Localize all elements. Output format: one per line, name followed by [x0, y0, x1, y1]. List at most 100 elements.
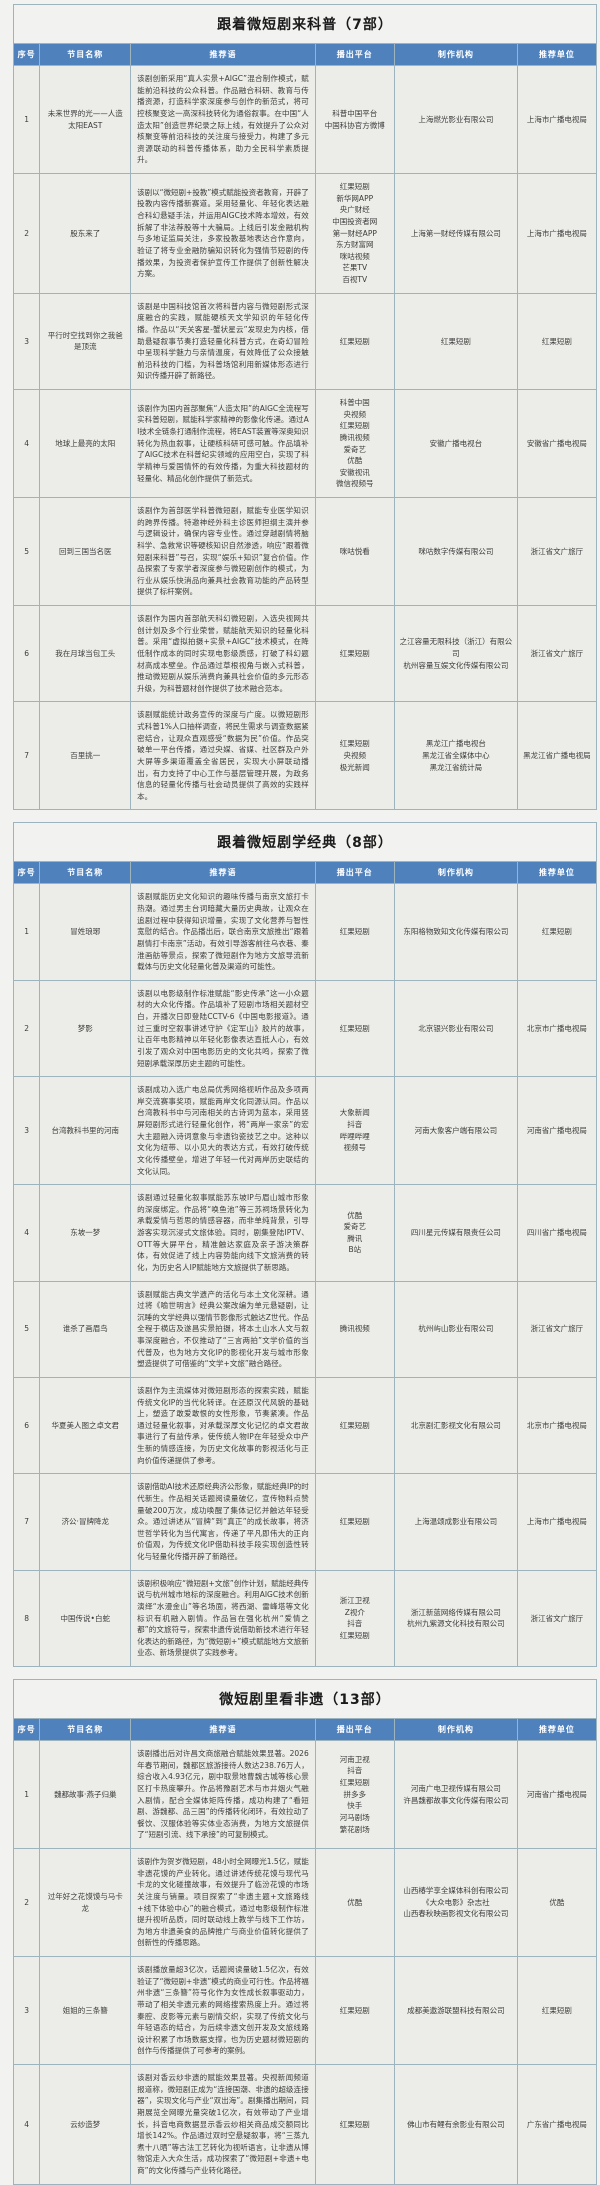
column-header-producer: 制作机构 — [393, 1718, 518, 1741]
cell-platform: 腾讯视频 — [314, 1280, 395, 1378]
column-header-recommender: 推荐单位 — [516, 861, 598, 885]
cell-producer: 上海燃光影业有限公司 — [393, 65, 518, 174]
cell-recommendation: 该剧赋能统计政务宣传的深度与广度。以微短剧形式科普1%人口抽样调查，将民生需求与… — [130, 701, 316, 811]
cell-number: 6 — [12, 1376, 41, 1475]
section-table-1: 跟着微短剧来科普（7部） 序号 节目名称 推荐语 播出平台 制作机构 推荐单位 1 未来世界的光… — [12, 4, 598, 811]
cell-producer: 咪咕数字传媒有限公司 — [393, 497, 518, 606]
column-header-rec: 推荐语 — [130, 861, 316, 885]
cell-recommendation: 该剧播出后对许昌文商旅融合赋能效果显著。2026年春节期间，魏都区旅游接待人数达… — [130, 1740, 316, 1849]
cell-number: 8 — [12, 1569, 41, 1668]
table-row: 5 谁杀了画眉鸟 该剧赋能古典文学遗产的活化与本土文化深耕。通过将《喻世明言》经典公… — [12, 1280, 598, 1378]
cell-number: 1 — [12, 883, 41, 981]
cell-number: 7 — [12, 1473, 41, 1571]
table-row: 4 东坡一梦 该剧通过轻量化叙事赋能苏东坡IP与眉山城市形象的深度绑定。作品将“唤鱼… — [12, 1184, 598, 1282]
cell-number: 4 — [12, 1184, 41, 1282]
cell-number: 5 — [12, 497, 41, 606]
column-header-producer: 制作机构 — [393, 43, 518, 66]
cell-recommender: 红果短剧 — [516, 292, 598, 391]
section-table-2: 跟着微短剧学经典（8部） 序号 节目名称 推荐语 播出平台 制作机构 推荐单位 1 冒姓琅琊 该剧… — [12, 822, 598, 1668]
table-row: 1 冒姓琅琊 该剧赋能历史文化知识的趣味传播与南京文旅打卡热潮。通过男主台词暗藏大量… — [12, 883, 598, 981]
cell-producer: 黑龙江广播电视台 黑龙江省全媒体中心 黑龙江省统计局 — [393, 701, 518, 811]
cell-program-name: 地球上最亮的太阳 — [39, 389, 132, 498]
cell-number: 1 — [12, 1740, 41, 1849]
table-row: 5 回到三国当名医 该剧作为首部医学科普微短剧，赋能专业医学知识的跨界传播。特邀神经… — [12, 497, 598, 606]
table-row: 4 云纱造梦 该剧对香云纱非遗的赋能效果显著。央视新闻频道报道称，微短剧正成为“连接… — [12, 2064, 598, 2185]
cell-recommender: 上海市广播电视局 — [516, 65, 598, 174]
cell-program-name: 魏都故事·燕子归巢 — [39, 1740, 132, 1849]
cell-program-name: 股东来了 — [39, 173, 132, 294]
table-row: 1 魏都故事·燕子归巢 该剧播出后对许昌文商旅融合赋能效果显著。2026年春节期间，… — [12, 1740, 598, 1849]
cell-program-name: 云纱造梦 — [39, 2064, 132, 2185]
cell-recommender: 北京市广播电视局 — [516, 1376, 598, 1475]
cell-recommender: 浙江省文广旅厅 — [516, 1280, 598, 1378]
cell-number: 2 — [12, 173, 41, 294]
section-title: 跟着微短剧学经典（8部） — [13, 822, 597, 863]
section-table-3: 微短剧里看非遗（13部） 序号 节目名称 推荐语 播出平台 制作机构 推荐单位 1 魏都故事·燕… — [12, 1679, 598, 2185]
cell-number: 2 — [12, 1848, 41, 1957]
cell-recommendation: 该剧以“微短剧+投教”模式赋能投资者教育，开辟了投教内容传播新赛道。采用轻量化、… — [130, 173, 316, 294]
cell-recommender: 上海市广播电视局 — [516, 173, 598, 294]
cell-program-name: 中国传说•白蛇 — [39, 1569, 132, 1668]
cell-recommendation: 该剧作为首部医学科普微短剧，赋能专业医学知识的跨界传播。特邀神经外科主诊医师担纲… — [130, 497, 316, 606]
column-header-recommender: 推荐单位 — [516, 1718, 598, 1741]
table-row: 3 姐姐的三条簪 该剧播放量超3亿次，话题阅读量破1.5亿次，有效验证了“微短剧+非… — [12, 1956, 598, 2065]
cell-program-name: 东坡一梦 — [39, 1184, 132, 1282]
cell-recommender: 四川省广播电视局 — [516, 1184, 598, 1282]
cell-program-name: 百里挑一 — [39, 701, 132, 811]
cell-program-name: 姐姐的三条簪 — [39, 1956, 132, 2065]
cell-program-name: 济公·冒牌降龙 — [39, 1473, 132, 1571]
cell-program-name: 平行时空找到你之我爸是顶流 — [39, 292, 132, 391]
cell-recommender: 浙江省文广旅厅 — [516, 604, 598, 703]
cell-program-name: 谁杀了画眉鸟 — [39, 1280, 132, 1378]
cell-number: 3 — [12, 292, 41, 391]
cell-recommender: 优酷 — [516, 1848, 598, 1957]
cell-producer: 成都美遨游联盟科技有限公司 — [393, 1956, 518, 2065]
cell-recommender: 河南省广播电视局 — [516, 1076, 598, 1186]
cell-producer: 浙江新蓝网络传媒有限公司 杭州九紫源文化科技有限公司 — [393, 1569, 518, 1668]
cell-platform: 大象新闻 抖音 哔哩哔哩 视频号 — [314, 1076, 395, 1186]
tables-container: 跟着微短剧来科普（7部） 序号 节目名称 推荐语 播出平台 制作机构 推荐单位 1 未来世界的光… — [12, 4, 598, 2185]
cell-platform: 优酷 爱奇艺 腾讯 B站 — [314, 1184, 395, 1282]
cell-producer: 河南大象客户端有限公司 — [393, 1076, 518, 1186]
cell-recommendation: 该剧作为主流媒体对微短剧形态的探索实践，赋能传统文化IP的当代化转译。在还原汉代… — [130, 1376, 316, 1475]
cell-producer: 之江容量无限科技（浙江）有限公司 杭州容量互娱文化传媒有限公司 — [393, 604, 518, 703]
cell-recommender: 河南省广播电视局 — [516, 1740, 598, 1849]
table-row: 2 股东来了 该剧以“微短剧+投教”模式赋能投资者教育，开辟了投教内容传播新赛道。采… — [12, 173, 598, 294]
cell-platform: 红果短剧 新华网APP 央广财经 中国投资者网 第一财经APP 东方财富网 咪咕… — [314, 173, 395, 294]
cell-recommendation: 该剧是中国科技馆首次将科普内容与微短剧形式深度融合的实践，赋能硬核天文学知识的年… — [130, 292, 316, 391]
column-header-name: 节目名称 — [39, 861, 132, 885]
cell-program-name: 我在月球当包工头 — [39, 604, 132, 703]
cell-number: 3 — [12, 1076, 41, 1186]
cell-platform: 优酷 — [314, 1848, 395, 1957]
table-row: 6 华夏美人图之卓文君 该剧作为主流媒体对微短剧形态的探索实践，赋能传统文化IP的当… — [12, 1376, 598, 1475]
cell-recommender: 上海市广播电视局 — [516, 1473, 598, 1571]
cell-producer: 杭州屿山影业有限公司 — [393, 1280, 518, 1378]
column-header-producer: 制作机构 — [393, 861, 518, 885]
table-row: 3 平行时空找到你之我爸是顶流 该剧是中国科技馆首次将科普内容与微短剧形式深度融合的… — [12, 292, 598, 391]
cell-program-name: 过年好之花馍馍与马卡龙 — [39, 1848, 132, 1957]
column-header-no: 序号 — [12, 1718, 41, 1741]
cell-producer: 安徽广播电视台 — [393, 389, 518, 498]
column-header-no: 序号 — [12, 43, 41, 66]
cell-producer: 北京剧汇影视文化有限公司 — [393, 1376, 518, 1475]
cell-recommendation: 该剧通过轻量化叙事赋能苏东坡IP与眉山城市形象的深度绑定。作品将“唤鱼池”等三苏… — [130, 1184, 316, 1282]
section-title: 微短剧里看非遗（13部） — [13, 1679, 597, 1719]
cell-recommendation: 该剧赋能历史文化知识的趣味传播与南京文旅打卡热潮。通过男主台词暗藏大量历史典故，… — [130, 883, 316, 981]
cell-recommendation: 该剧作为国内首部航天科幻微短剧，入选央视网共创计划及多个行业荣誉，赋能航天知识的… — [130, 604, 316, 703]
cell-recommender: 黑龙江省广播电视局 — [516, 701, 598, 811]
cell-recommender: 广东省广播电视局 — [516, 2064, 598, 2185]
cell-recommendation: 该剧赋能古典文学遗产的活化与本土文化深耕。通过将《喻世明言》经典公案改编为单元悬… — [130, 1280, 316, 1378]
cell-number: 1 — [12, 65, 41, 174]
column-header-recommender: 推荐单位 — [516, 43, 598, 66]
column-header-rec: 推荐语 — [130, 1718, 316, 1741]
column-header-platform: 播出平台 — [314, 861, 395, 885]
cell-platform: 红果短剧 — [314, 1376, 395, 1475]
cell-program-name: 冒姓琅琊 — [39, 883, 132, 981]
section-title: 跟着微短剧来科普（7部） — [13, 4, 597, 44]
cell-producer: 红果短剧 — [393, 292, 518, 391]
cell-platform: 浙江卫视 Z视介 抖音 红果短剧 — [314, 1569, 395, 1668]
cell-platform: 科普中国 央视频 红果短剧 腾讯视频 爱奇艺 优酷 安徽视讯 微信视频号 — [314, 389, 395, 498]
cell-producer: 上海温颂成影业有限公司 — [393, 1473, 518, 1571]
cell-program-name: 未来世界的光——人造太阳EAST — [39, 65, 132, 174]
column-header-rec: 推荐语 — [130, 43, 316, 66]
